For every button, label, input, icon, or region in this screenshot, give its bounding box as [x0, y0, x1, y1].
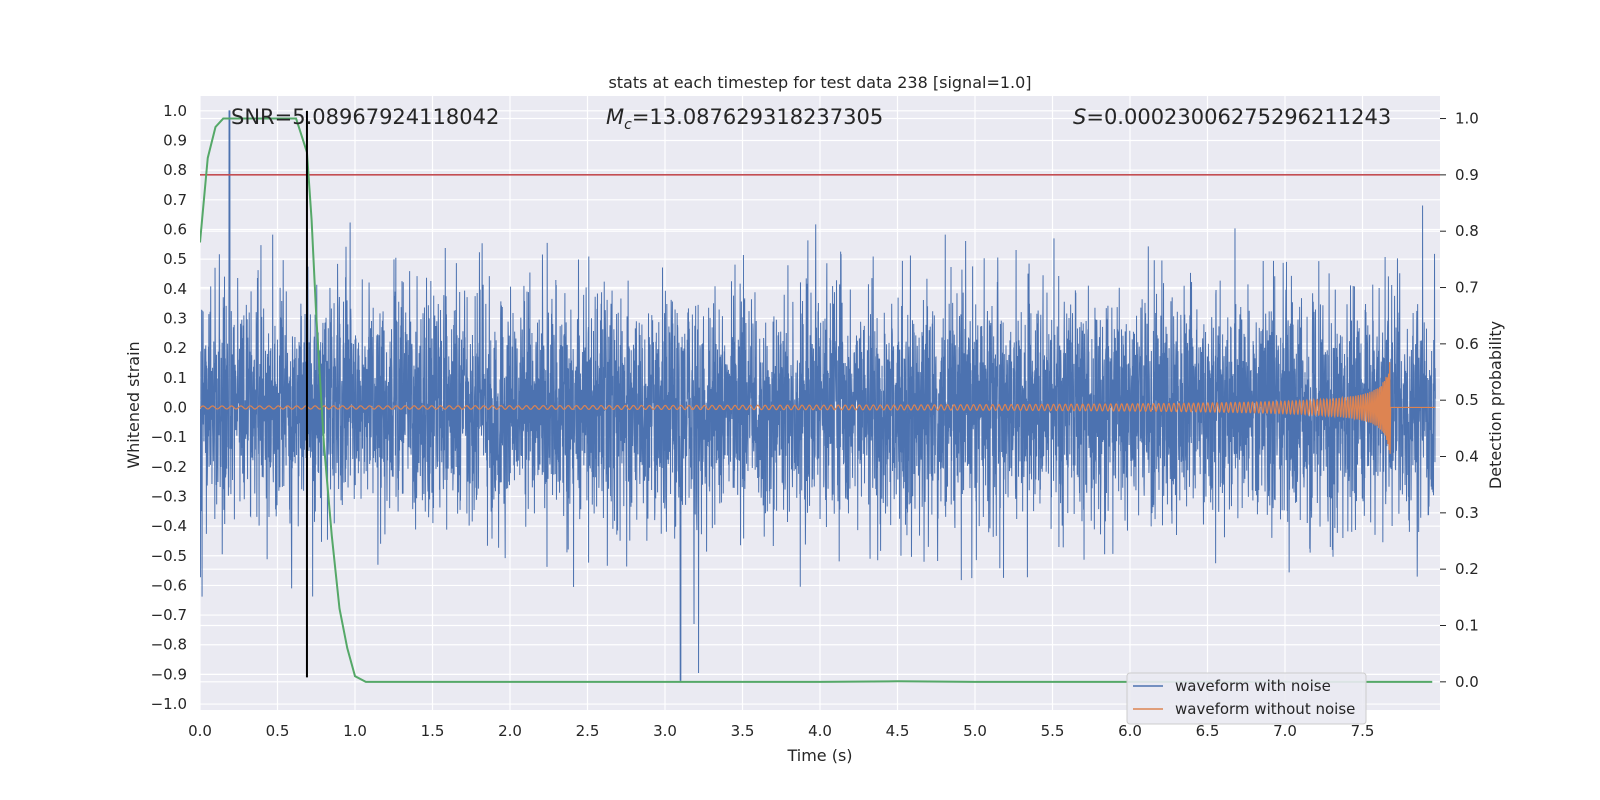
y-axis-left-ticks: −1.0 −0.9 −0.8 −0.7 −0.6 −0.5 −0.4 −0.3 −0.2 −0.1… — [151, 102, 187, 713]
x-tick-label: 4.5 — [886, 722, 910, 740]
y-right-tick-label: 1.0 — [1455, 110, 1479, 128]
y-right-tick-label: 0.5 — [1455, 391, 1479, 409]
x-tick-label: 2.5 — [576, 722, 600, 740]
legend-label-clean: waveform without noise — [1175, 700, 1355, 718]
x-tick-label: 1.5 — [421, 722, 445, 740]
y-left-tick-label: 0.9 — [163, 131, 187, 149]
y-left-tick-label: −0.6 — [151, 576, 187, 594]
y-left-tick-label: 0.1 — [163, 369, 187, 387]
y-left-tick-label: −0.8 — [151, 636, 187, 654]
y-left-tick-label: −0.3 — [151, 487, 187, 505]
y-right-tick-label: 0.7 — [1455, 279, 1479, 297]
series-waveform-with-noise — [200, 110, 1436, 681]
x-tick-label: 3.0 — [653, 722, 677, 740]
y-left-tick-label: 0.4 — [163, 280, 187, 298]
series-waveform-without-noise — [200, 362, 1436, 454]
x-axis-label: Time (s) — [786, 746, 852, 765]
y-left-tick-label: 0.6 — [163, 220, 187, 238]
y-left-tick-label: −1.0 — [151, 695, 187, 713]
x-tick-label: 2.0 — [498, 722, 522, 740]
chirp-mass-subscript: c — [624, 117, 632, 133]
y-right-tick-label: 0.8 — [1455, 222, 1479, 240]
x-tick-label: 5.5 — [1041, 722, 1065, 740]
y-left-tick-label: 0.2 — [163, 339, 187, 357]
y-right-tick-label: 0.4 — [1455, 448, 1479, 466]
y-left-tick-label: −0.4 — [151, 517, 187, 535]
y-right-tick-label: 0.3 — [1455, 504, 1479, 522]
x-tick-label: 7.5 — [1351, 722, 1375, 740]
legend-box — [1126, 672, 1367, 725]
plot-series — [200, 110, 1440, 683]
y-left-tick-label: 0.0 — [163, 398, 187, 416]
x-tick-label: 4.0 — [808, 722, 832, 740]
x-axis-ticks: 0.0 0.5 1.0 1.5 2.0 2.5 3.0 3.5 4.0 4.5 5.0 5.5 6.0 6… — [188, 722, 1374, 740]
y-axis-right-label: Detection probability — [1486, 321, 1505, 489]
y-left-tick-label: −0.9 — [151, 665, 187, 683]
y-left-tick-label: 1.0 — [163, 102, 187, 120]
x-tick-label: 7.0 — [1273, 722, 1297, 740]
s-symbol: S — [1073, 105, 1086, 129]
x-tick-label: 0.5 — [266, 722, 290, 740]
y-left-tick-label: 0.5 — [163, 250, 187, 268]
snr-annotation: SNR=5.08967924118042 — [231, 105, 499, 129]
y-left-tick-label: −0.1 — [151, 428, 187, 446]
y-right-tick-label: 0.2 — [1455, 560, 1479, 578]
y-left-tick-label: −0.5 — [151, 547, 187, 565]
s-value: =0.00023006275296211243 — [1086, 105, 1391, 129]
y-right-tick-label: 0.9 — [1455, 166, 1479, 184]
chirp-mass-value: =13.087629318237305 — [632, 105, 883, 129]
x-tick-label: 3.5 — [731, 722, 755, 740]
y-axis-left-label: Whitened strain — [124, 341, 143, 468]
chirp-mass-symbol: M — [606, 105, 624, 129]
s-annotation: S=0.00023006275296211243 — [1073, 105, 1391, 129]
x-tick-label: 1.0 — [343, 722, 367, 740]
y-right-tick-label: 0.6 — [1455, 335, 1479, 353]
y-right-tick-label: 0.1 — [1455, 617, 1479, 635]
x-tick-label: 0.0 — [188, 722, 212, 740]
y-left-tick-label: 0.3 — [163, 309, 187, 327]
x-tick-label: 5.0 — [963, 722, 987, 740]
y-axis-right-ticks: 0.0 0.1 0.2 0.3 0.4 0.5 0.6 0.7 0.8 0.9 1.0 — [1440, 110, 1479, 691]
legend-label-noise: waveform with noise — [1175, 677, 1331, 695]
chirp-mass-annotation: Mc=13.087629318237305 — [606, 105, 883, 133]
y-left-tick-label: 0.7 — [163, 191, 187, 209]
y-left-tick-label: −0.2 — [151, 458, 187, 476]
x-tick-label: 6.5 — [1196, 722, 1220, 740]
chart-title: stats at each timestep for test data 238… — [608, 73, 1031, 92]
y-right-tick-label: 0.0 — [1455, 673, 1479, 691]
x-tick-label: 6.0 — [1118, 722, 1142, 740]
series-detection-probability — [200, 117, 1433, 683]
y-left-tick-label: 0.8 — [163, 161, 187, 179]
legend: waveform with noise waveform without noi… — [1126, 672, 1367, 725]
y-left-tick-label: −0.7 — [151, 606, 187, 624]
